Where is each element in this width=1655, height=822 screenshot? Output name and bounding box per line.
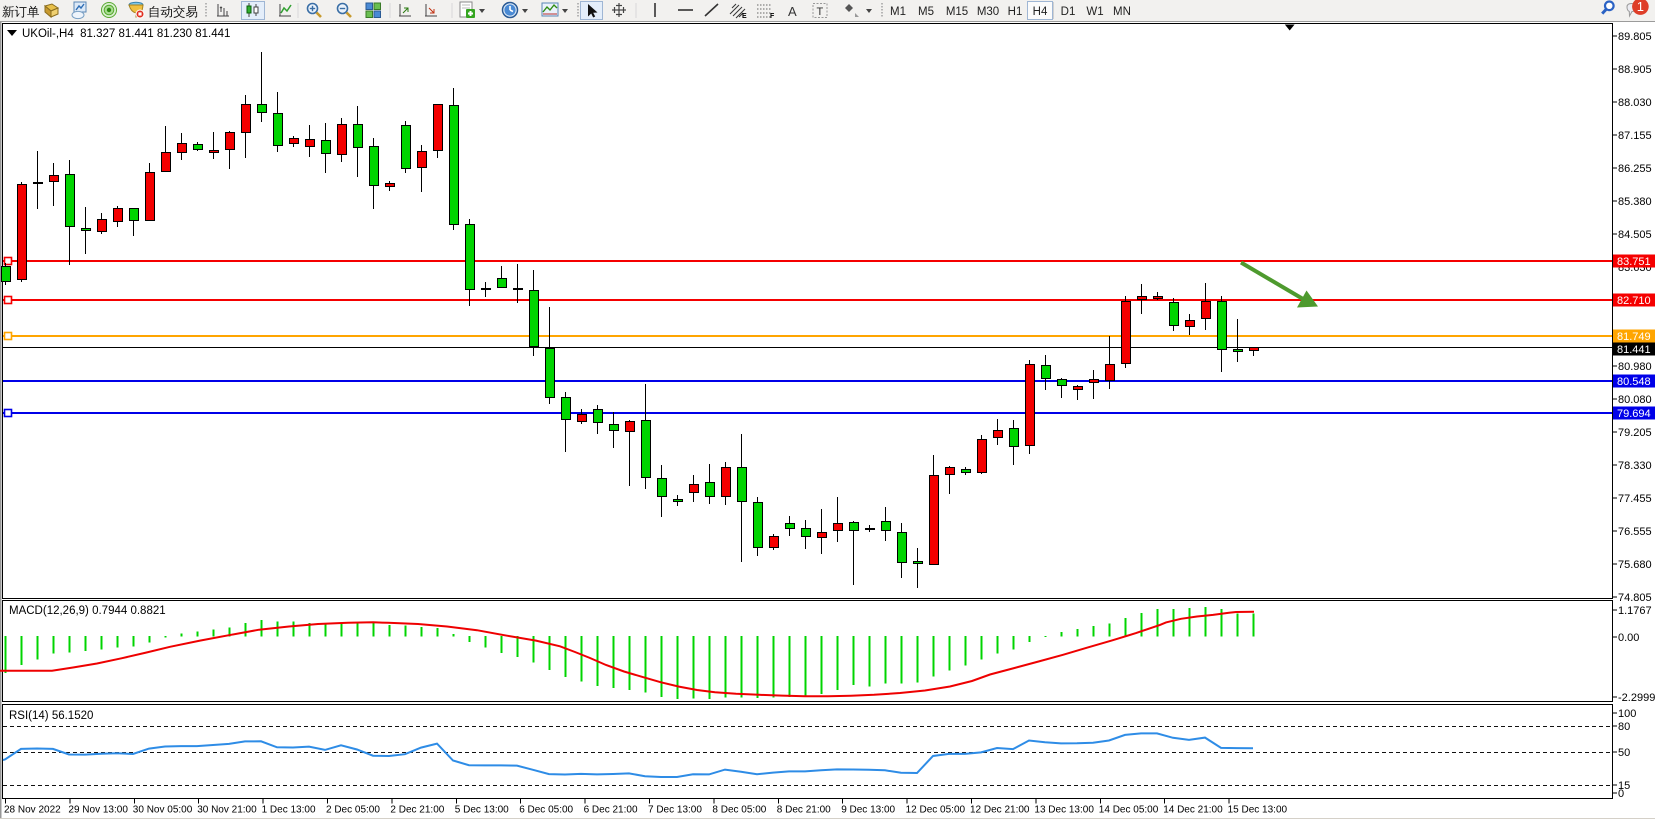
svg-text:83.751: 83.751	[1617, 256, 1651, 268]
svg-text:12 Dec 21:00: 12 Dec 21:00	[970, 805, 1030, 816]
svg-text:81.441: 81.441	[1617, 344, 1651, 356]
svg-text:74.805: 74.805	[1618, 592, 1652, 604]
svg-text:86.255: 86.255	[1618, 163, 1652, 175]
svg-text:T: T	[817, 6, 824, 18]
svg-text:80: 80	[1618, 721, 1630, 733]
svg-text:UKOil-,H4 81.327 81.441 81.23: UKOil-,H4 81.327 81.441 81.230 81.441	[22, 28, 230, 40]
svg-text:6 Dec 21:00: 6 Dec 21:00	[584, 805, 638, 816]
svg-text:9 Dec 13:00: 9 Dec 13:00	[841, 805, 895, 816]
svg-text:M5: M5	[918, 6, 934, 18]
svg-text:28 Nov 2022: 28 Nov 2022	[4, 805, 61, 816]
svg-text:M15: M15	[946, 6, 968, 18]
svg-text:82.710: 82.710	[1617, 295, 1651, 307]
svg-text:12 Dec 05:00: 12 Dec 05:00	[906, 805, 966, 816]
svg-text:85.380: 85.380	[1618, 196, 1652, 208]
svg-text:80.980: 80.980	[1618, 361, 1652, 373]
svg-text:MN: MN	[1113, 6, 1131, 18]
svg-text:75.680: 75.680	[1618, 559, 1652, 571]
svg-text:89.805: 89.805	[1618, 31, 1652, 43]
svg-text:88.030: 88.030	[1618, 97, 1652, 109]
svg-text:80.080: 80.080	[1618, 394, 1652, 406]
svg-text:W1: W1	[1086, 6, 1103, 18]
svg-text:H4: H4	[1033, 6, 1048, 18]
svg-text:RSI(14) 56.1520: RSI(14) 56.1520	[9, 710, 93, 722]
svg-text:77.455: 77.455	[1618, 493, 1652, 505]
svg-text:M1: M1	[890, 6, 906, 18]
svg-text:2 Dec 21:00: 2 Dec 21:00	[390, 805, 444, 816]
svg-text:1: 1	[1637, 0, 1644, 14]
svg-text:A: A	[788, 4, 797, 19]
svg-text:0: 0	[1618, 788, 1624, 800]
svg-text:M30: M30	[977, 6, 999, 18]
svg-text:30 Nov 05:00: 30 Nov 05:00	[133, 805, 193, 816]
svg-text:15 Dec 13:00: 15 Dec 13:00	[1228, 805, 1288, 816]
svg-text:100: 100	[1618, 708, 1636, 720]
svg-text:6 Dec 05:00: 6 Dec 05:00	[519, 805, 573, 816]
svg-text:80.548: 80.548	[1617, 376, 1651, 388]
svg-text:50: 50	[1618, 747, 1630, 759]
svg-text:88.905: 88.905	[1618, 64, 1652, 76]
svg-text:1 Dec 13:00: 1 Dec 13:00	[262, 805, 316, 816]
svg-text:29 Nov 13:00: 29 Nov 13:00	[68, 805, 128, 816]
svg-text:7 Dec 13:00: 7 Dec 13:00	[648, 805, 702, 816]
svg-text:5 Dec 13:00: 5 Dec 13:00	[455, 805, 509, 816]
svg-text:8 Dec 05:00: 8 Dec 05:00	[712, 805, 766, 816]
svg-text:MACD(12,26,9) 0.7944 0.8821: MACD(12,26,9) 0.7944 0.8821	[9, 605, 166, 617]
svg-text:0.00: 0.00	[1618, 632, 1639, 644]
svg-text:E: E	[742, 13, 747, 20]
svg-text:F: F	[770, 13, 775, 20]
svg-text:D1: D1	[1061, 6, 1076, 18]
svg-text:8 Dec 21:00: 8 Dec 21:00	[777, 805, 831, 816]
svg-text:13 Dec 13:00: 13 Dec 13:00	[1034, 805, 1094, 816]
svg-text:15: 15	[1618, 780, 1630, 792]
svg-text:79.694: 79.694	[1617, 408, 1651, 420]
svg-text:79.205: 79.205	[1618, 427, 1652, 439]
svg-text:81.749: 81.749	[1617, 331, 1651, 343]
svg-text:78.330: 78.330	[1618, 460, 1652, 472]
svg-text:H1: H1	[1008, 6, 1023, 18]
svg-text:1.1767: 1.1767	[1618, 605, 1652, 617]
svg-text:14 Dec 21:00: 14 Dec 21:00	[1163, 805, 1223, 816]
svg-text:2 Dec 05:00: 2 Dec 05:00	[326, 805, 380, 816]
svg-text:87.155: 87.155	[1618, 130, 1652, 142]
svg-text:14 Dec 05:00: 14 Dec 05:00	[1099, 805, 1159, 816]
svg-text:-2.2999: -2.2999	[1618, 692, 1655, 704]
svg-text:84.505: 84.505	[1618, 229, 1652, 241]
svg-text:30 Nov 21:00: 30 Nov 21:00	[197, 805, 257, 816]
svg-text:76.555: 76.555	[1618, 526, 1652, 538]
